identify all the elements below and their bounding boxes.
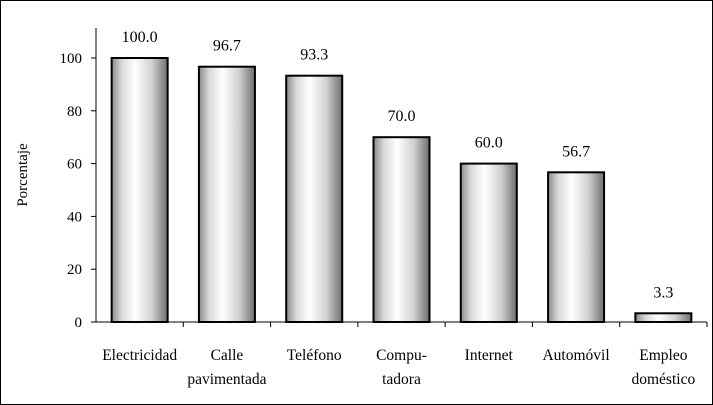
- bar: [547, 171, 606, 323]
- category-label: Automóvil: [542, 347, 609, 364]
- bar: [285, 74, 344, 323]
- category-label: Empleo: [639, 347, 687, 364]
- value-label: 100.0: [122, 29, 158, 46]
- value-label: 70.0: [388, 108, 416, 125]
- value-label: 93.3: [300, 47, 328, 64]
- category-label: Internet: [465, 347, 514, 364]
- value-label: 3.3: [653, 284, 673, 301]
- category-label: doméstico: [631, 371, 695, 388]
- axes: 0 20 40 60 80 100 Porcentaje: [15, 28, 708, 331]
- value-label: 56.7: [562, 143, 590, 160]
- category-label: Calle: [211, 347, 244, 364]
- bar: [110, 57, 169, 323]
- labels: 100.0 Electricidad 96.7 Calle pavimentada 93.…: [102, 29, 695, 388]
- y-tick-label: 100: [60, 51, 83, 67]
- y-tick-label: 80: [67, 104, 82, 120]
- y-axis-label: Porcentaje: [15, 143, 31, 207]
- bars: [110, 57, 693, 323]
- value-label: 96.7: [213, 38, 241, 55]
- y-tick-label: 0: [75, 315, 83, 331]
- value-label: 60.0: [475, 135, 503, 152]
- y-tick-label: 20: [67, 262, 82, 278]
- bar: [372, 136, 431, 323]
- bar: [459, 162, 518, 323]
- category-label: pavimentada: [187, 371, 266, 388]
- category-label: Electricidad: [102, 347, 177, 364]
- category-label: Compu-: [376, 347, 427, 364]
- bar: [634, 312, 693, 323]
- category-label: tadora: [382, 371, 421, 388]
- category-label: Teléfono: [287, 347, 342, 364]
- y-tick-label: 60: [67, 157, 82, 173]
- y-tick-label: 40: [67, 209, 82, 225]
- bar: [197, 65, 256, 323]
